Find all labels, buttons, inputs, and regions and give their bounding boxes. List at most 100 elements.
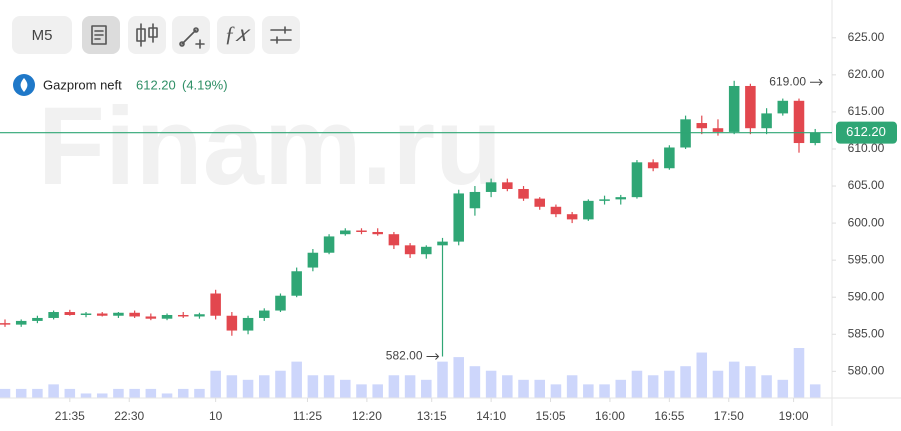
indicators-button[interactable] <box>217 16 255 54</box>
candle-body <box>307 252 319 268</box>
volume-bar <box>404 375 416 398</box>
instrument-name: Gazprom neft <box>43 77 122 92</box>
icon <box>179 27 205 49</box>
volume-bar <box>48 384 59 398</box>
candle-body <box>631 162 643 198</box>
candle-body <box>161 314 173 319</box>
volume-bar <box>502 375 513 398</box>
volume-bar <box>275 370 286 398</box>
candle-body <box>421 246 432 255</box>
candle-body <box>0 323 11 325</box>
candle-body <box>340 230 351 235</box>
x-tick-label: 13:15 <box>417 409 447 423</box>
volume-bar <box>566 375 578 398</box>
y-tick-label: 620.00 <box>848 67 885 81</box>
volume-bar <box>631 370 643 398</box>
candle-body <box>388 234 400 246</box>
annotation-arrow <box>810 78 823 86</box>
icon: ƒ𝑥 <box>224 21 251 46</box>
icon <box>20 78 28 92</box>
volume-bar <box>453 357 464 398</box>
candle-body <box>453 193 464 242</box>
candle-body <box>404 245 416 255</box>
volume-bar <box>372 384 383 398</box>
candle-body <box>226 315 238 331</box>
candle-body <box>647 162 659 169</box>
candle-body <box>372 231 383 235</box>
volume-bar <box>15 388 27 398</box>
candle-body <box>80 313 92 315</box>
candle-body <box>745 85 756 129</box>
candle-body <box>550 206 562 215</box>
volume-bar <box>583 384 594 398</box>
last-price-tag <box>836 121 897 144</box>
settings-button[interactable] <box>262 16 300 54</box>
candle-body <box>291 271 302 296</box>
volume-bar <box>712 370 724 398</box>
x-tick-label: 16:55 <box>654 409 684 423</box>
volume-bar <box>242 379 254 398</box>
plot-area <box>0 80 821 398</box>
volume-bar <box>356 384 367 398</box>
candles-button[interactable] <box>128 16 166 54</box>
candle-body <box>437 241 448 246</box>
candle-body <box>664 147 675 169</box>
y-tick-label: 585.00 <box>848 326 885 340</box>
x-tick-label: 16:00 <box>595 409 625 423</box>
watermark: Finam.ru <box>38 85 503 208</box>
legend: Gazprom neft 612.20 (4.19%) <box>13 74 228 96</box>
volume-bar <box>323 375 335 398</box>
y-tick-label: 625.00 <box>848 30 885 44</box>
volume-bar <box>340 379 351 398</box>
candle-body <box>518 188 529 199</box>
candle-body <box>534 198 545 207</box>
volume-bar <box>32 388 43 398</box>
volume-bar <box>437 361 448 398</box>
volume-bar <box>728 361 740 398</box>
candle-body <box>32 317 43 321</box>
volume-bar <box>0 388 11 398</box>
volume-bar <box>647 375 659 398</box>
y-tick-label: 595.00 <box>848 252 885 266</box>
interval-button[interactable] <box>12 16 72 54</box>
x-tick-label: 12:20 <box>352 409 382 423</box>
volume-bar <box>177 388 189 398</box>
volume-bar <box>161 393 173 398</box>
candle-body <box>809 132 821 144</box>
volume-bar <box>664 370 675 398</box>
candle-body <box>566 214 578 220</box>
volume-bar <box>80 393 92 398</box>
annotation-label: 582.00 <box>386 349 423 363</box>
candle-body <box>599 199 610 201</box>
x-tick-label: 17:50 <box>714 409 744 423</box>
x-tick-label: 11:25 <box>293 409 322 423</box>
x-tick-label: 10 <box>209 409 223 423</box>
candle-body <box>583 200 594 220</box>
volume-bar <box>226 375 238 398</box>
candle-body <box>64 312 76 315</box>
candle-body <box>210 293 221 316</box>
candle-body <box>696 123 708 129</box>
candle-body <box>680 119 691 148</box>
volume-bar <box>194 388 205 398</box>
volume-bar <box>761 375 772 398</box>
y-tick-label: 590.00 <box>848 289 885 303</box>
icon <box>270 26 292 44</box>
candle-body <box>502 182 513 189</box>
candle-body <box>177 314 189 317</box>
volume-bar <box>518 379 529 398</box>
volume-bar <box>388 375 400 398</box>
volume-bar <box>534 379 545 398</box>
x-tick-label: 15:05 <box>536 409 566 423</box>
candle-body <box>485 182 497 192</box>
candle-body <box>777 100 789 114</box>
y-tick-label: 580.00 <box>848 363 885 377</box>
annotation-arrow <box>426 353 440 360</box>
volume-bar <box>96 393 108 398</box>
candle-body <box>712 128 724 132</box>
last-price-label: 612.20 <box>846 124 886 139</box>
y-tick-label: 605.00 <box>848 178 885 192</box>
candle-body <box>615 197 627 200</box>
volume-bar <box>145 388 157 398</box>
change: (4.19%) <box>182 77 228 92</box>
